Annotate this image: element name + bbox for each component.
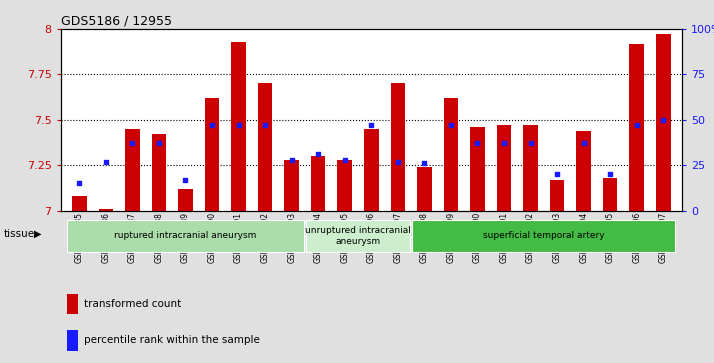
Point — [472, 140, 483, 146]
Point — [206, 122, 218, 128]
Text: percentile rank within the sample: percentile rank within the sample — [84, 335, 260, 346]
Point — [605, 171, 616, 177]
Point — [392, 159, 403, 164]
Bar — [656, 34, 670, 211]
Bar — [306, 220, 410, 252]
Bar — [125, 129, 140, 211]
Text: GDS5186 / 12955: GDS5186 / 12955 — [61, 15, 171, 28]
Bar — [67, 220, 303, 252]
Point — [551, 171, 563, 177]
Point — [366, 122, 377, 128]
Bar — [391, 83, 405, 211]
Bar — [443, 98, 458, 211]
Bar — [284, 160, 299, 211]
Bar — [338, 160, 352, 211]
Bar — [72, 196, 86, 211]
Text: transformed count: transformed count — [84, 299, 181, 309]
Bar — [258, 83, 273, 211]
Bar — [178, 189, 193, 211]
Bar — [99, 209, 113, 211]
Point — [180, 177, 191, 183]
Bar — [523, 125, 538, 211]
Bar — [497, 125, 511, 211]
Bar — [550, 180, 564, 211]
Bar — [417, 167, 432, 211]
Point — [233, 122, 244, 128]
Bar — [205, 98, 219, 211]
Text: tissue: tissue — [4, 229, 35, 239]
Bar — [576, 131, 591, 211]
Point — [658, 117, 669, 123]
Bar — [364, 129, 378, 211]
Bar — [311, 156, 326, 211]
Point — [525, 140, 536, 146]
Bar — [630, 44, 644, 211]
Bar — [67, 294, 78, 314]
Point — [578, 140, 589, 146]
Point — [631, 122, 643, 128]
Point — [313, 151, 324, 157]
Bar — [67, 330, 78, 351]
Point — [286, 157, 297, 163]
Bar — [231, 42, 246, 211]
Point — [446, 122, 457, 128]
Point — [339, 157, 351, 163]
Point — [498, 140, 510, 146]
Text: unruptured intracranial
aneurysm: unruptured intracranial aneurysm — [305, 226, 411, 246]
Bar — [470, 127, 485, 211]
Point — [126, 140, 138, 146]
Point — [418, 160, 430, 166]
Text: ruptured intracranial aneurysm: ruptured intracranial aneurysm — [114, 232, 256, 240]
Bar — [151, 134, 166, 211]
Text: superficial temporal artery: superficial temporal artery — [483, 232, 605, 240]
Bar — [603, 178, 618, 211]
Text: ▶: ▶ — [34, 229, 42, 239]
Point — [74, 180, 85, 186]
Point — [154, 140, 165, 146]
Point — [100, 159, 111, 164]
Bar — [413, 220, 675, 252]
Point — [259, 122, 271, 128]
